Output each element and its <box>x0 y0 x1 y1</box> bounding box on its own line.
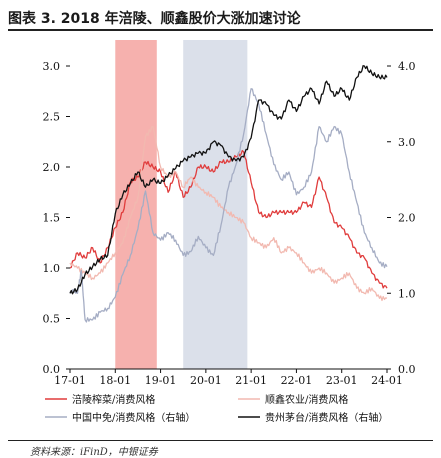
y-left-tick-label: 1.5 <box>43 212 61 225</box>
figure-title: 图表 3. 2018 年涪陵、顺鑫股价大涨加速讨论 <box>8 11 301 27</box>
x-tick-label: 19-01 <box>145 374 177 387</box>
y-left-tick-label: 1.0 <box>43 262 61 275</box>
shaded-periods <box>115 40 248 369</box>
legend-label-4: 贵州茅台/消费风格（右轴） <box>265 411 388 424</box>
title-rule <box>8 29 433 31</box>
series-line-1 <box>69 149 388 289</box>
x-tick-label: 24-01 <box>371 374 403 387</box>
legend-label-1: 涪陵榨菜/消费风格 <box>72 393 155 406</box>
series-line-4 <box>69 65 388 295</box>
legend-label-2: 顺鑫农业/消费风格 <box>265 393 348 406</box>
source-rule <box>8 440 433 441</box>
x-tick-label: 17-01 <box>54 374 86 387</box>
y-right-tick-label: 0.0 <box>398 363 416 376</box>
x-tick-label: 22-01 <box>281 374 313 387</box>
y-right-tick-label: 3.0 <box>398 136 416 149</box>
shaded-period-2 <box>183 40 248 369</box>
x-tick-label: 23-01 <box>326 374 358 387</box>
y-right-tick-label: 4.0 <box>398 60 416 73</box>
series-layer <box>69 65 388 323</box>
axes: 0.0 0.5 1.0 1.5 2.0 2.5 3.0 0.0 1.0 2.0 3.0 4.0 17-0… <box>43 60 416 387</box>
series-line-2 <box>69 125 388 302</box>
x-tick-label: 18-01 <box>99 374 131 387</box>
y-right-tick-label: 1.0 <box>398 287 416 300</box>
y-left-tick-label: 3.0 <box>43 60 61 73</box>
line-chart: 0.0 0.5 1.0 1.5 2.0 2.5 3.0 0.0 1.0 2.0 3.0 4.0 17-0… <box>43 40 416 424</box>
y-right-tick-label: 2.0 <box>398 212 416 225</box>
y-left-tick-label: 2.0 <box>43 161 61 174</box>
x-tick-label: 20-01 <box>190 374 222 387</box>
y-left-tick-label: 2.5 <box>43 111 61 124</box>
series-line-3 <box>69 88 388 323</box>
y-left-tick-label: 0.0 <box>43 363 61 376</box>
legend-label-3: 中国中免/消费风格（右轴） <box>72 411 195 424</box>
shaded-period-1 <box>115 40 157 369</box>
x-tick-label: 21-01 <box>235 374 267 387</box>
y-left-tick-label: 0.5 <box>43 313 61 326</box>
